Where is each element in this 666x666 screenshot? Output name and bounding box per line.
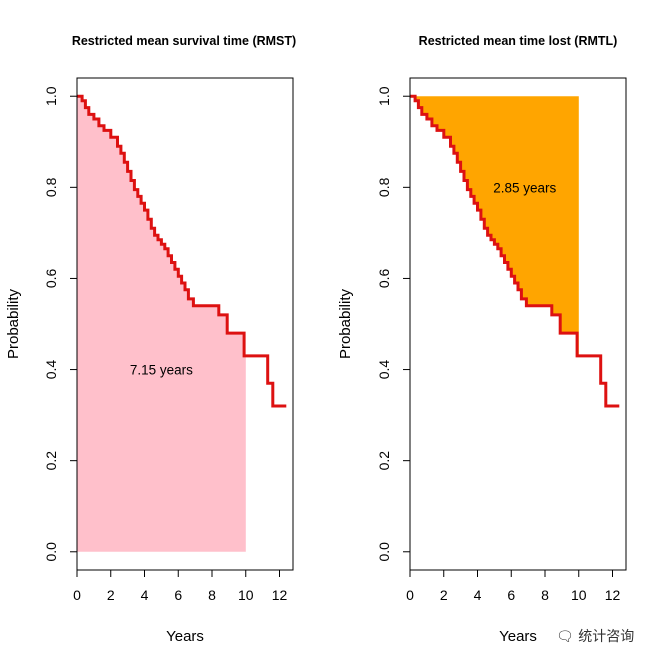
annotation-label: 2.85 years — [493, 180, 556, 195]
x-tick-label: 0 — [73, 587, 81, 603]
x-tick-label: 0 — [406, 587, 414, 603]
x-tick-label: 6 — [507, 587, 515, 603]
x-tick-label: 8 — [208, 587, 216, 603]
shaded-area — [77, 96, 246, 552]
y-tick-label: 0.2 — [376, 451, 392, 471]
x-axis-label: Years — [166, 628, 204, 645]
x-tick-label: 12 — [605, 587, 621, 603]
x-tick-label: 10 — [238, 587, 254, 603]
x-tick-label: 4 — [474, 587, 482, 603]
x-axis-label: Years — [499, 628, 537, 645]
chart-panel-2: 0 2 4 6 8 10 12 0.0 0.2 0.4 0.6 0.8 1.0 Restricted me… — [337, 34, 627, 645]
survival-curve — [410, 94, 620, 408]
annotation-label: 7.15 years — [130, 363, 193, 378]
y-tick-label: 0.8 — [43, 177, 59, 197]
x-tick-label: 8 — [541, 587, 549, 603]
chat-bubble-icon: 🗨 — [556, 629, 574, 645]
y-tick-label: 0.6 — [43, 269, 59, 289]
watermark-text: 统计咨询 — [578, 629, 635, 645]
x-tick-label: 12 — [272, 587, 288, 603]
y-axis-label: Probability — [337, 288, 354, 359]
shaded-area — [410, 96, 579, 356]
x-tick-label: 6 — [174, 587, 182, 603]
chart-title: Restricted mean time lost (RMTL) — [419, 34, 618, 48]
y-tick-label: 1.0 — [43, 86, 59, 106]
y-tick-label: 1.0 — [376, 86, 392, 106]
survival-curve — [77, 94, 287, 408]
chart-title: Restricted mean survival time (RMST) — [72, 34, 296, 48]
y-tick-label: 0.6 — [376, 269, 392, 289]
x-tick-label: 2 — [107, 587, 115, 603]
y-tick-label: 0.4 — [43, 360, 59, 380]
y-axis-label: Probability — [5, 288, 22, 359]
chart-panel-1: 0 2 4 6 8 10 12 0.0 0.2 0.4 0.6 0.8 1.0 Restricted me… — [5, 34, 296, 645]
y-tick-label: 0.0 — [43, 542, 59, 562]
y-tick-label: 0.2 — [43, 451, 59, 471]
x-tick-label: 2 — [440, 587, 448, 603]
y-tick-label: 0.4 — [376, 360, 392, 380]
y-tick-label: 0.0 — [376, 542, 392, 562]
x-tick-label: 4 — [141, 587, 149, 603]
x-tick-label: 10 — [571, 587, 587, 603]
watermark: 🗨 统计咨询 — [556, 626, 634, 646]
y-tick-label: 0.8 — [376, 177, 392, 197]
